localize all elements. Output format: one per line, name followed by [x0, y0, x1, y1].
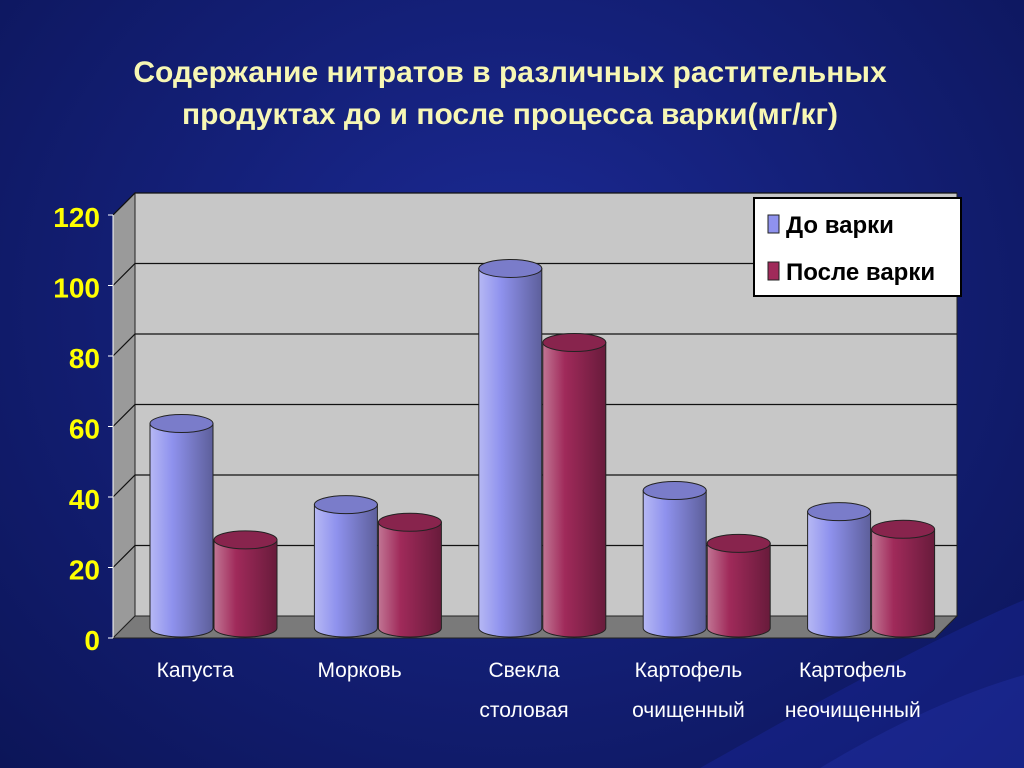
- bar-top: [313, 495, 378, 515]
- bar-top: [706, 533, 771, 553]
- bar-body: [706, 542, 771, 638]
- bar-body: [807, 511, 872, 638]
- bar-before: [313, 495, 378, 638]
- x-category-label: Морковь: [317, 659, 401, 682]
- bar-body: [642, 490, 707, 638]
- bar-after: [706, 533, 771, 638]
- legend-box: [753, 197, 962, 297]
- bar-after: [542, 332, 607, 638]
- bar-body: [377, 521, 442, 638]
- bar-body: [871, 528, 936, 638]
- bar-after: [213, 530, 278, 638]
- bar-top: [871, 519, 936, 539]
- x-category-label: Картофель очищенный: [632, 659, 745, 722]
- gridline: [112, 474, 957, 498]
- bar-top: [478, 258, 543, 278]
- bar-top: [377, 512, 442, 532]
- gridline: [112, 333, 957, 357]
- bar-before: [642, 481, 707, 638]
- y-tick-label: 60: [69, 414, 100, 445]
- y-tick-label: 100: [53, 273, 100, 304]
- bar-before: [807, 502, 872, 638]
- bar-after: [377, 512, 442, 638]
- title-line-1: Содержание нитратов в различных растител…: [133, 56, 887, 89]
- x-category-label: Капуста: [157, 659, 234, 682]
- legend-label-before: До варки: [786, 212, 894, 239]
- legend-label-after: После варки: [786, 259, 935, 286]
- legend-swatch-after: [767, 261, 780, 281]
- bar-body: [478, 267, 543, 638]
- y-tick-label: 120: [53, 202, 100, 233]
- bar-body: [313, 504, 378, 638]
- page-title: Содержание нитратов в различных растител…: [60, 52, 960, 136]
- bar-before: [478, 258, 543, 638]
- bar-after: [871, 519, 936, 638]
- bar-top: [542, 332, 607, 352]
- x-category-label: Картофель неочищенный: [785, 659, 921, 722]
- bar-top: [642, 481, 707, 501]
- x-category-label: Свекла столовая: [479, 659, 568, 722]
- bar-body: [149, 423, 214, 638]
- bar-top: [149, 414, 214, 434]
- y-tick-label: 20: [69, 555, 100, 586]
- bar-body: [213, 539, 278, 638]
- y-tick-label: 0: [84, 625, 100, 656]
- bar-top: [807, 502, 872, 522]
- gridline: [112, 403, 957, 427]
- gridline: [112, 192, 957, 216]
- bar-before: [149, 414, 214, 638]
- legend-swatch-before: [767, 214, 780, 234]
- bar-top: [213, 530, 278, 550]
- gridline: [112, 262, 957, 286]
- title-line-2: продуктах до и после процесса варки(мг/к…: [181, 98, 839, 131]
- y-tick-label: 40: [69, 484, 100, 515]
- bar-body: [542, 341, 607, 638]
- y-tick-label: 80: [69, 343, 100, 374]
